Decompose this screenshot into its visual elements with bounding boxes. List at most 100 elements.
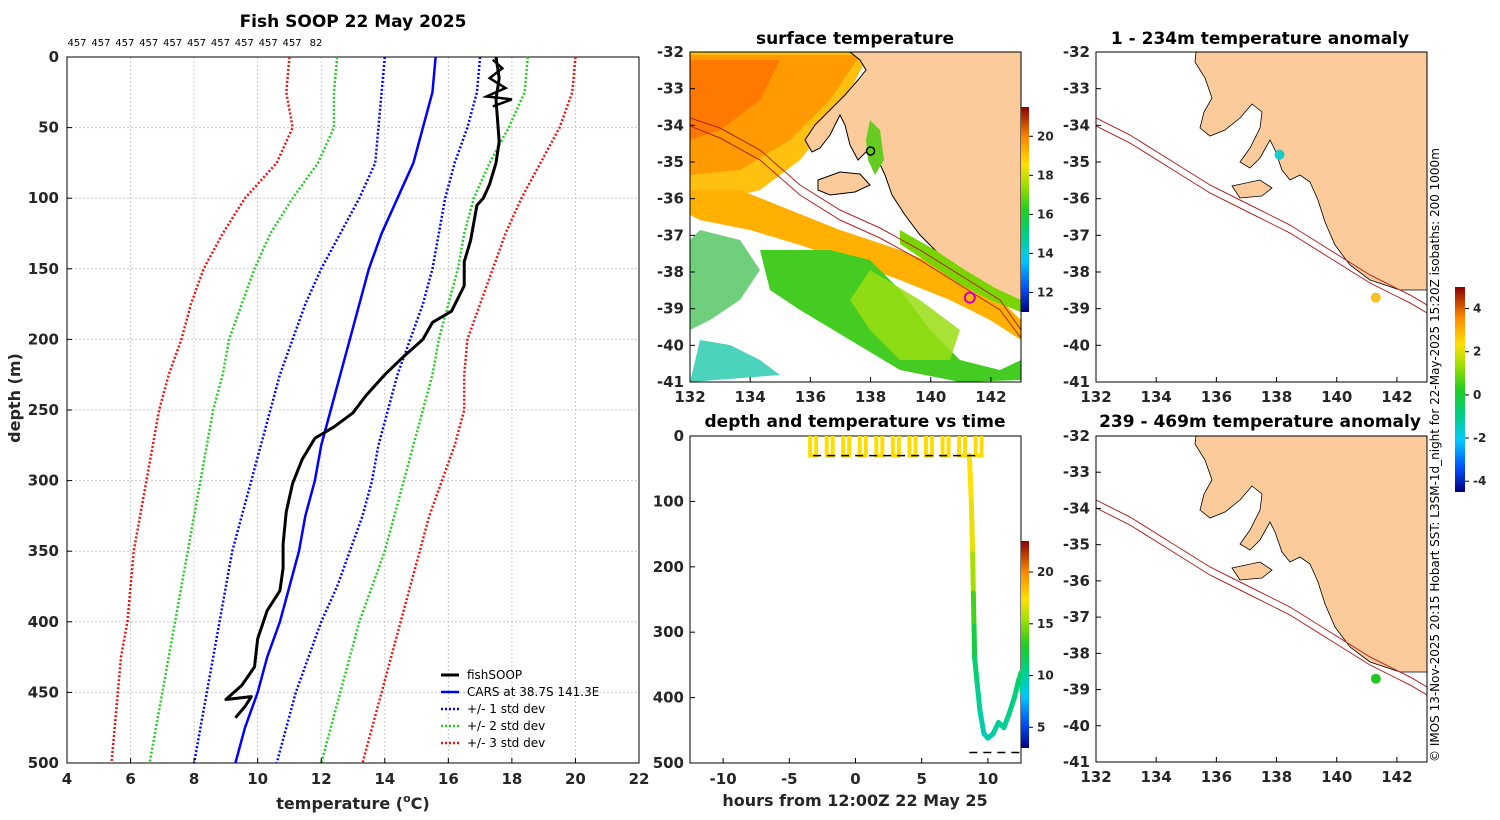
map-ytick-label: -36 xyxy=(657,190,684,208)
map-ytick-label: -35 xyxy=(1063,536,1090,554)
ts-xtick-label: 10 xyxy=(977,770,998,788)
count-label: 457 xyxy=(115,38,134,49)
profile-ytick-label: 250 xyxy=(28,401,59,419)
map-xtick-label: 136 xyxy=(1201,388,1232,406)
profile-xtick-label: 10 xyxy=(247,770,268,788)
anomaly-dot xyxy=(1274,149,1285,160)
map-xtick-label: 140 xyxy=(915,388,946,406)
sst-coastal-strip xyxy=(900,230,1021,312)
deep-track-segment xyxy=(970,590,977,629)
anomaly1-isobath-1000 xyxy=(1096,125,1427,314)
timeseries-axes-box xyxy=(689,435,1022,764)
legend-std1: +/- 1 std dev xyxy=(467,702,545,716)
anomaly1-title: 1 - 234m temperature anomaly xyxy=(1111,29,1409,49)
deep-track-segment xyxy=(977,708,987,737)
profile-series-0 xyxy=(234,56,437,764)
anomaly1-content xyxy=(1096,52,1427,314)
deep-track-segment xyxy=(974,682,983,714)
map-ytick-label: -34 xyxy=(1063,116,1090,134)
ts-cb-label: 5 xyxy=(1037,720,1045,734)
ts-xtick-label: 0 xyxy=(850,770,860,788)
deep-track-segment xyxy=(966,453,974,504)
sst-isobath-200 xyxy=(690,117,1021,331)
anomaly-cb-label: 2 xyxy=(1473,345,1481,359)
ts-xtick-label: -5 xyxy=(781,770,798,788)
map-xtick-label: 138 xyxy=(855,388,886,406)
deep-track-segment xyxy=(970,551,976,596)
sst-markers xyxy=(865,146,976,304)
profile-xtick-label: 8 xyxy=(189,770,199,788)
sst-shelf-band xyxy=(690,190,1021,340)
sst-gulf-water xyxy=(866,120,884,175)
sst-island xyxy=(817,171,871,196)
map-ytick-label: -40 xyxy=(1063,336,1090,354)
anomaly2-dots xyxy=(1370,673,1381,684)
legend-fish: fishSOOP xyxy=(467,668,522,682)
anomaly2-land xyxy=(1194,436,1427,673)
sst-content xyxy=(690,52,1021,382)
timeseries-data xyxy=(808,436,1021,754)
count-label: 457 xyxy=(187,38,206,49)
anomaly-map-1-panel: 1 - 234m temperature anomaly -32 -33 -34 -3… xyxy=(1063,29,1428,406)
map-ytick-label: -33 xyxy=(1063,80,1090,98)
sst-map-panel: surface temperature -32-33-34-35-36-37-3… xyxy=(657,29,1054,406)
profile-ytick-label: 200 xyxy=(28,330,59,348)
timeseries-panel: depth and temperature vs time -10 -5 0 5 100… xyxy=(653,412,1054,810)
timeseries-xlabel: hours from 12:00Z 22 May 25 xyxy=(722,791,987,810)
map-ytick-label: -37 xyxy=(657,226,684,244)
profile-series-5 xyxy=(110,56,294,764)
shallow-dive xyxy=(874,436,885,458)
ts-cb-label: 20 xyxy=(1037,565,1054,579)
map-xtick-label: 142 xyxy=(1381,768,1412,786)
deep-track-segment xyxy=(971,623,978,661)
map-ytick-label: -36 xyxy=(1063,572,1090,590)
sst-green-west xyxy=(690,230,760,330)
profile-series xyxy=(110,56,577,764)
map-ytick-label: -32 xyxy=(1063,43,1090,61)
map-xtick-label: 142 xyxy=(1381,388,1412,406)
timeseries-colorbar-ticks: 5 10 15 20 xyxy=(1029,565,1054,734)
anomaly-map-2-panel: 239 - 469m temperature anomaly -32 -33 -34… xyxy=(1063,412,1428,786)
legend: fishSOOP CARS at 38.7S 141.3E +/- 1 std … xyxy=(441,668,599,750)
anomaly-cb-label: 0 xyxy=(1473,388,1481,402)
anomaly-colorbar-ticks: -4 -2 0 2 4 xyxy=(1465,302,1486,488)
ts-ytick-label: 200 xyxy=(653,558,684,576)
profile-series-4 xyxy=(320,56,530,764)
profile-ytick-label: 100 xyxy=(28,189,59,207)
profile-title: Fish SOOP 22 May 2025 xyxy=(240,12,467,32)
ts-ytick-label: 0 xyxy=(674,427,684,445)
fish-surface-scribble xyxy=(481,58,513,108)
profile-series-1 xyxy=(192,56,387,764)
map-xtick-label: 140 xyxy=(1321,388,1352,406)
profile-ytick-label: 350 xyxy=(28,542,59,560)
sst-cb-label: 16 xyxy=(1037,207,1054,221)
map-ytick-label: -41 xyxy=(1063,373,1090,391)
anomaly2-isobath-200 xyxy=(1096,499,1427,688)
profile-ytick-label: 400 xyxy=(28,613,59,631)
anomaly-colorbar xyxy=(1455,287,1465,492)
map-ytick-label: -37 xyxy=(1063,608,1090,626)
anomaly2-title: 239 - 469m temperature anomaly xyxy=(1099,412,1421,432)
profile-ytick-label: 50 xyxy=(38,119,59,137)
profile-xtick-label: 6 xyxy=(125,770,135,788)
anomaly-dot xyxy=(1370,292,1381,303)
profile-series-6 xyxy=(361,56,577,764)
sst-cb-label: 12 xyxy=(1037,285,1054,299)
profile-xtick-label: 12 xyxy=(311,770,332,788)
profile-ytick-label: 450 xyxy=(28,683,59,701)
legend-std3: +/- 3 std dev xyxy=(467,736,545,750)
map-xtick-label: 134 xyxy=(1141,768,1172,786)
map-xtick-label: 138 xyxy=(1261,768,1292,786)
profile-series-2 xyxy=(275,56,482,764)
sst-yellowgreen xyxy=(850,270,960,360)
map-xtick-label: 134 xyxy=(1141,388,1172,406)
sst-cb-label: 14 xyxy=(1037,246,1054,260)
fish-profile-line xyxy=(224,56,501,719)
map-ytick-label: -37 xyxy=(1063,226,1090,244)
profile-ylabel: depth (m) xyxy=(5,353,24,443)
deep-track-segment xyxy=(1006,695,1017,717)
